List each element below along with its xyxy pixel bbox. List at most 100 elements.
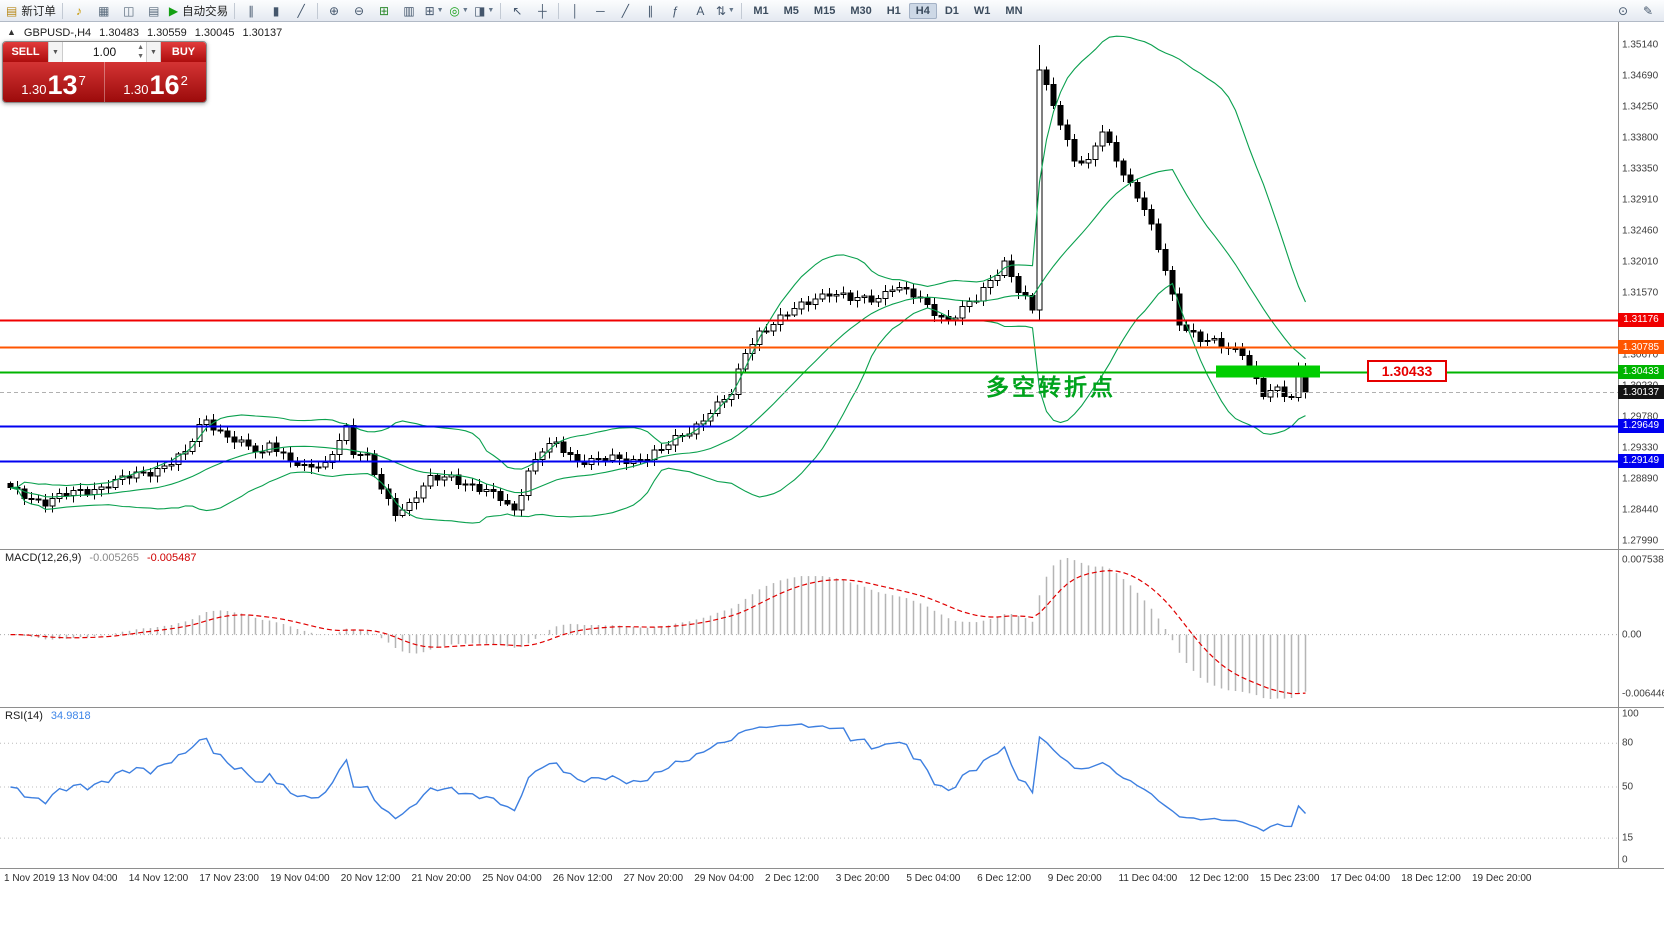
macd-main-value: -0.005265	[89, 552, 139, 564]
templates-dropdown-icon[interactable]: ▼	[487, 7, 495, 14]
time-axis-label: 25 Nov 04:00	[482, 873, 542, 884]
text-label-icon[interactable]: A	[688, 1, 712, 20]
rsi-scale-label: 50	[1622, 781, 1634, 793]
chart-bars-icon[interactable]: ∥	[239, 1, 263, 20]
price-level-tag: 1.31176	[1618, 312, 1664, 327]
horizontal-line-icon: ─	[596, 3, 605, 18]
auto-arrange-icon[interactable]: ▥	[397, 1, 421, 20]
time-axis-label: 1 Nov 2019	[4, 873, 56, 884]
crosshair-icon[interactable]: ┼	[530, 1, 554, 20]
buy-price-display[interactable]: 1.30 16 2	[105, 62, 206, 102]
new-chart-icon[interactable]: ⊞ ▼	[422, 1, 446, 20]
sell-price-main: 1.30	[21, 81, 47, 97]
templates-icon: ◨	[474, 3, 486, 18]
sell-button[interactable]: SELL	[3, 42, 48, 62]
quick-search-icon[interactable]: ⊙	[1611, 1, 1635, 20]
chart-candles-icon: ▮	[272, 3, 280, 18]
volume-input[interactable]: 1.00 ▲ ▼	[63, 42, 146, 62]
price-tick-label: 1.35140	[1622, 39, 1659, 51]
timeframe-d1-button[interactable]: D1	[944, 4, 959, 17]
rsi-scale-label: 15	[1622, 832, 1634, 844]
buy-dropdown[interactable]: ▼	[146, 42, 161, 62]
time-axis-label: 15 Dec 23:00	[1259, 873, 1320, 884]
autotrading-button-label: 自动交易	[182, 5, 229, 18]
alerts-icon: ♪	[75, 3, 82, 18]
time-axis-label: 3 Dec 20:00	[835, 873, 890, 884]
vertical-line-icon[interactable]: │	[563, 1, 587, 20]
macd-scale-zero: 0.00	[1622, 629, 1642, 641]
sell-price-display[interactable]: 1.30 13 7	[3, 62, 105, 102]
chart-window-icon[interactable]: ◫	[117, 1, 141, 20]
time-axis-label: 12 Dec 12:00	[1189, 873, 1249, 884]
timeframe-m5-button[interactable]: M5	[783, 4, 799, 17]
time-axis-label: 6 Dec 12:00	[977, 873, 1032, 884]
timeframe-w1-button[interactable]: W1	[973, 4, 991, 17]
autotrading-icon: ▶	[168, 3, 179, 18]
chart-annotation-text[interactable]: 多空转折点	[986, 374, 1116, 400]
toolbar-separator	[741, 2, 743, 19]
new-chart-dropdown-icon[interactable]: ▼	[436, 7, 444, 14]
templates-icon[interactable]: ◨ ▼	[472, 1, 496, 20]
zoom-in-icon[interactable]: ⊕	[322, 1, 346, 20]
profiles-icon[interactable]: ◎ ▼	[447, 1, 471, 20]
ohlc-close: 1.30137	[242, 27, 283, 39]
alerts-icon[interactable]: ♪	[67, 1, 91, 20]
macd-indicator-label: MACD(12,26,9) -0.005265 -0.005487	[5, 552, 197, 564]
toolbar-separator	[500, 2, 502, 19]
level-price-callout[interactable]: 1.30433	[1367, 360, 1447, 382]
timeframe-mn-button[interactable]: MN	[1005, 4, 1023, 17]
direction-up-icon: ▲	[7, 27, 16, 37]
tile-windows-icon: ⊞	[379, 3, 390, 18]
print-icon: ▦	[98, 3, 110, 18]
tile-windows-icon[interactable]: ⊞	[372, 1, 396, 20]
time-axis-label: 29 Nov 04:00	[694, 873, 754, 884]
ohlc-high: 1.30559	[146, 27, 187, 39]
rsi-value: 34.9818	[50, 710, 91, 722]
timeframe-h1-button[interactable]: H1	[886, 4, 901, 17]
autotrading-button[interactable]: ▶ 自动交易	[167, 1, 230, 20]
cursor-icon[interactable]: ↖	[505, 1, 529, 20]
time-axis-label: 11 Dec 04:00	[1118, 873, 1178, 884]
trendline-icon[interactable]: ╱	[613, 1, 637, 20]
zoom-out-icon[interactable]: ⊖	[347, 1, 371, 20]
new-order-button[interactable]: ▤ 新订单	[4, 1, 58, 20]
chart-bars-icon: ∥	[248, 3, 255, 18]
time-axis-label: 9 Dec 20:00	[1047, 873, 1102, 884]
timeframe-m1-button[interactable]: M1	[753, 4, 769, 17]
fibonacci-icon[interactable]: ƒ	[663, 1, 687, 20]
equidistant-channel-icon[interactable]: ∥	[638, 1, 662, 20]
buy-button[interactable]: BUY	[161, 42, 206, 62]
time-axis[interactable]: 1 Nov 2019 13 Nov 04:00 14 Nov 12:00 17 Nov…	[0, 869, 1664, 895]
chart-candles-icon[interactable]: ▮	[264, 1, 288, 20]
horizontal-line-icon[interactable]: ─	[588, 1, 612, 20]
arrows-tool-dropdown-icon[interactable]: ▼	[727, 7, 735, 14]
arrows-tool-icon: ⇅	[715, 3, 726, 18]
timeframe-m30-button[interactable]: M30	[850, 4, 872, 17]
print-icon[interactable]: ▦	[92, 1, 116, 20]
quick-edit-icon[interactable]: ✎	[1636, 1, 1660, 20]
arrows-tool-icon[interactable]: ⇅ ▼	[713, 1, 737, 20]
timeframe-m15-button[interactable]: M15	[813, 4, 836, 17]
one-click-trading-panel: SELL ▼ 1.00 ▲ ▼ ▼ BUY 1.30 13 7 1.30 16 …	[2, 41, 207, 103]
profiles-dropdown-icon[interactable]: ▼	[461, 7, 469, 14]
profiles-icon: ◎	[449, 3, 460, 18]
market-watch-icon[interactable]: ▤	[142, 1, 166, 20]
price-axis[interactable]: 1.35140 1.34690 1.34250 1.33800 1.33350 1.329…	[1618, 22, 1664, 870]
ohlc-open: 1.30483	[99, 27, 139, 39]
price-tick-label: 1.32010	[1622, 256, 1659, 268]
price-level-tag: 1.29149	[1618, 453, 1664, 468]
buy-price-point: 2	[180, 73, 188, 88]
sell-dropdown[interactable]: ▼	[48, 42, 63, 62]
timeframe-h4-button[interactable]: H4	[908, 2, 937, 19]
cursor-icon: ↖	[512, 3, 523, 18]
chart-line-icon[interactable]: ╱	[289, 1, 313, 20]
time-axis-label: 17 Dec 04:00	[1330, 873, 1391, 884]
volume-down-button[interactable]: ▼	[137, 53, 144, 60]
volume-up-button[interactable]: ▲	[137, 44, 144, 51]
price-tick-label: 1.28440	[1622, 504, 1659, 516]
price-tick-label: 1.32910	[1622, 194, 1659, 206]
time-axis-label: 19 Nov 04:00	[270, 873, 330, 884]
time-axis-label: 5 Dec 04:00	[906, 873, 961, 884]
